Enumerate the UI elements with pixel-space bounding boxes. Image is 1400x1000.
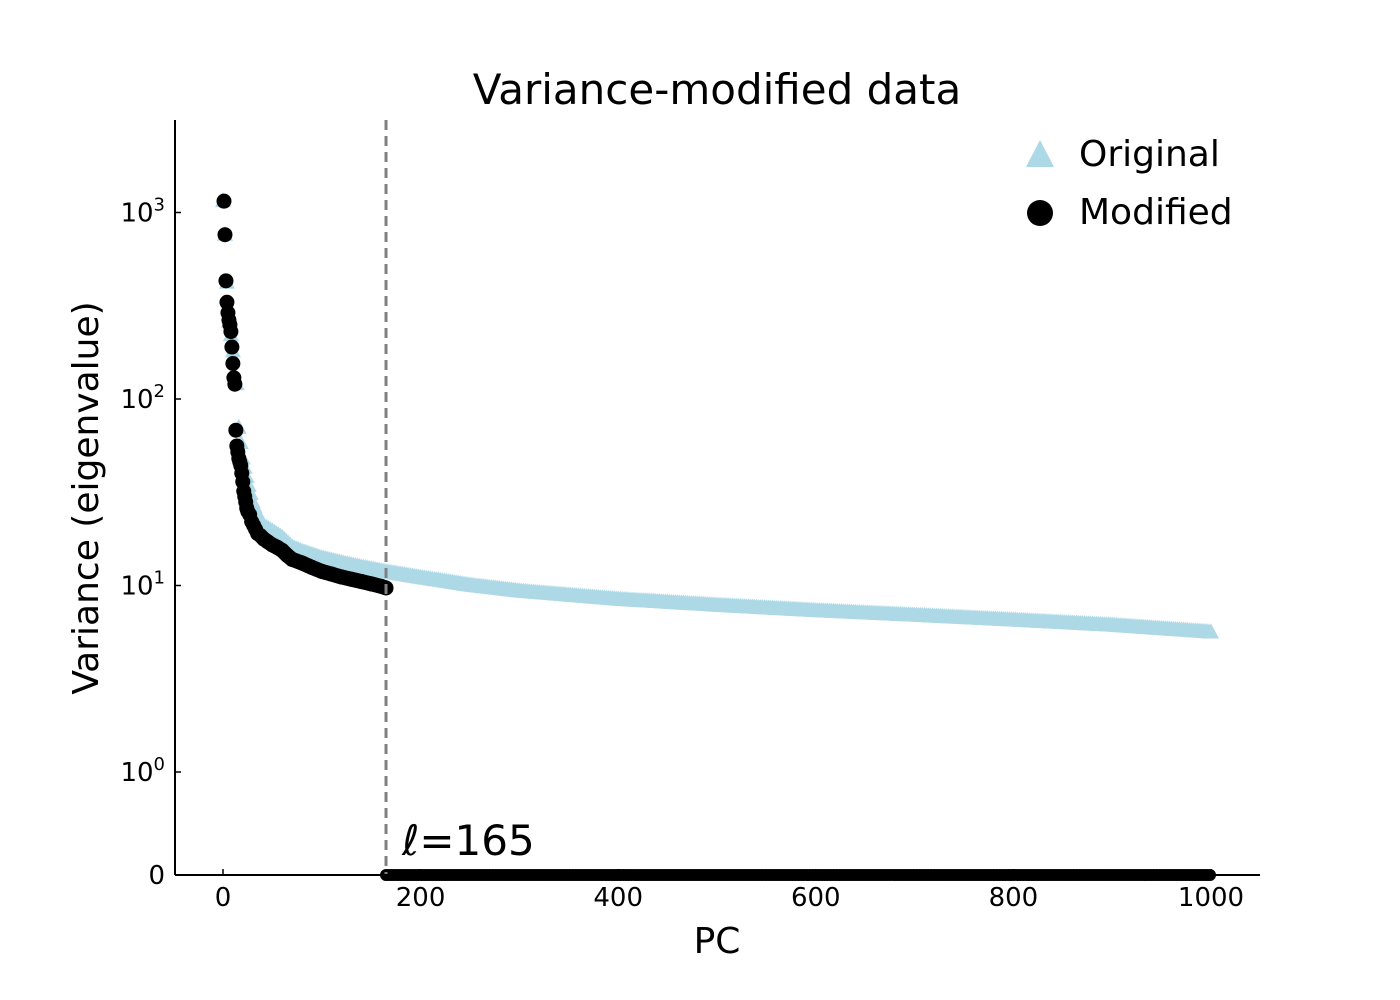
- x-tick-label: 1000: [1178, 883, 1244, 913]
- y-axis-label: Variance (eigenvalue): [66, 301, 107, 694]
- legend-original-label: Original: [1079, 134, 1220, 175]
- x-tick-label: 0: [215, 883, 232, 913]
- x-axis-label: PC: [694, 921, 741, 962]
- x-tick-label: 400: [593, 883, 643, 913]
- modified-point: [228, 422, 244, 438]
- x-tick-label: 800: [989, 883, 1039, 913]
- modified-series: [216, 193, 1217, 881]
- modified-point: [216, 193, 232, 209]
- y-tick-label: 100: [120, 754, 165, 788]
- modified-point: [227, 376, 243, 392]
- y-tick-label: 102: [120, 381, 165, 415]
- modified-point: [218, 273, 234, 289]
- y-tick-label: 103: [120, 195, 165, 229]
- y-tick-label: 0: [148, 861, 165, 891]
- y-ticks: 0 100 101 102 103: [120, 195, 181, 891]
- legend-modified-label: Modified: [1079, 192, 1233, 233]
- modified-point: [223, 324, 239, 340]
- legend-modified-marker: [1027, 200, 1053, 226]
- cutoff-annotation-symbol: ℓ: [401, 816, 419, 865]
- original-series: [215, 192, 1219, 639]
- x-tick-label: 200: [396, 883, 446, 913]
- legend: Original Modified: [1026, 134, 1233, 233]
- modified-point: [217, 227, 233, 243]
- modified-point: [225, 356, 241, 372]
- x-ticks: 0 200 400 600 800 1000: [215, 869, 1244, 913]
- cutoff-annotation: ℓ=165: [401, 816, 535, 865]
- cutoff-annotation-value: =165: [419, 816, 534, 865]
- x-tick-label: 600: [791, 883, 841, 913]
- chart-title: Variance-modified data: [473, 65, 961, 114]
- y-tick-label: 101: [120, 568, 165, 602]
- modified-point: [224, 339, 240, 355]
- original-point: [1203, 623, 1219, 639]
- legend-original-marker: [1026, 140, 1054, 167]
- plot-area: [215, 120, 1219, 881]
